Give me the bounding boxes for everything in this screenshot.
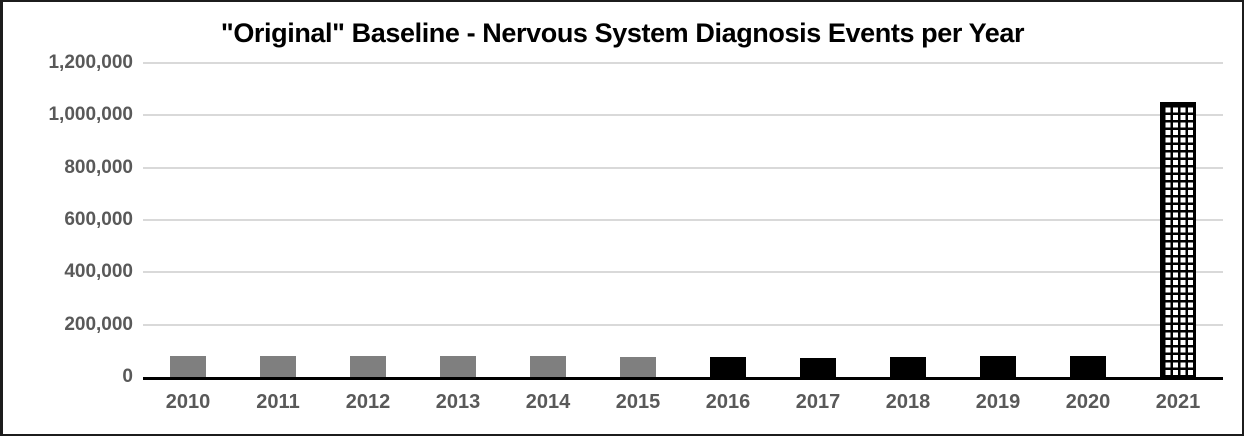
bar-2019 — [980, 355, 1016, 377]
x-tick-label-2017: 2017 — [795, 391, 841, 413]
bar-2014 — [530, 356, 566, 377]
gridline-600000 — [143, 219, 1223, 221]
y-tick-label-400000: 400,000 — [64, 261, 133, 283]
bar-2011 — [260, 356, 296, 377]
bar-2012 — [350, 356, 386, 377]
y-tick-label-1200000: 1,200,000 — [48, 52, 133, 73]
bar-2010 — [170, 356, 206, 377]
gridline-1000000 — [143, 114, 1223, 117]
x-tick-label-2018: 2018 — [885, 391, 931, 413]
x-tick-label-2020: 2020 — [1065, 391, 1111, 413]
bar-2021 — [1160, 102, 1196, 377]
bar-2013 — [440, 356, 476, 377]
gridline-200000 — [143, 323, 1223, 326]
x-axis-labels: 2010 2011 2012 2013 2014 2015 2016 2017 2018 2019… — [143, 391, 1223, 421]
x-tick-label-2013: 2013 — [435, 391, 481, 413]
gridline-400000 — [143, 271, 1223, 274]
plot-area — [143, 62, 1223, 380]
bar-2016 — [710, 356, 746, 377]
bar-2017 — [800, 357, 836, 377]
x-tick-label-2015: 2015 — [615, 391, 661, 413]
y-tick-label-200000: 200,000 — [64, 313, 133, 335]
x-tick-label-2010: 2010 — [165, 391, 211, 413]
y-axis-labels: 0 200,000 400,000 600,000 800,000 1,000,000 1,… — [3, 2, 133, 434]
x-tick-label-2019: 2019 — [975, 391, 1021, 413]
x-tick-label-2011: 2011 — [256, 391, 300, 413]
x-tick-label-2012: 2012 — [345, 391, 391, 413]
bar-2015 — [620, 356, 656, 377]
bar-2020 — [1070, 356, 1106, 377]
gridline-1200000 — [143, 62, 1223, 64]
y-tick-label-0: 0 — [122, 366, 133, 387]
y-tick-label-800000: 800,000 — [64, 156, 133, 178]
x-tick-label-2016: 2016 — [705, 391, 751, 413]
y-tick-label-600000: 600,000 — [64, 209, 133, 230]
x-tick-label-2014: 2014 — [525, 391, 571, 413]
gridline-800000 — [143, 166, 1223, 169]
x-tick-label-2021: 2021 — [1155, 391, 1201, 413]
chart-title: "Original" Baseline - Nervous System Dia… — [220, 18, 1025, 48]
bar-2018 — [890, 356, 926, 377]
y-tick-label-1000000: 1,000,000 — [48, 104, 133, 126]
